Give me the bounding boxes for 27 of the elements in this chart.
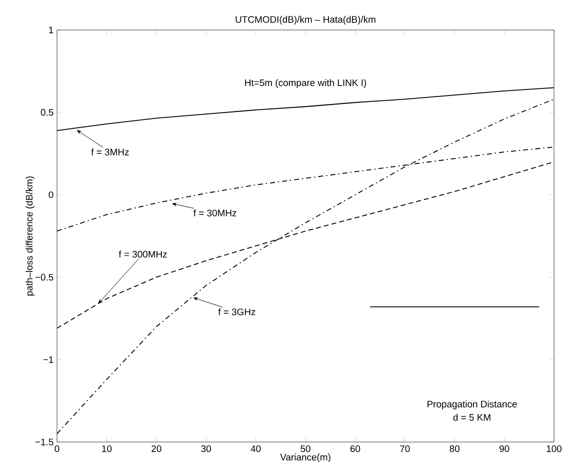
y-tick-label: −1.5 [35,438,54,446]
x-tick-label: 20 [152,445,162,452]
x-tick-label: 100 [546,445,562,452]
y-tick-label: −1 [43,356,54,363]
y-tick-label: 1 [49,26,54,34]
x-tick-label: 80 [450,445,460,452]
x-tick-label: 50 [300,445,310,452]
x-tick-label: 30 [201,445,211,452]
x-tick-label: 10 [102,445,112,452]
y-tick-label: 0 [48,191,54,198]
chart-title: UTCMODI(dB)/km – Hata(dB)/km [236,16,376,25]
annotation: f = 300MHz [118,250,167,258]
x-tick-label: 90 [499,445,510,452]
x-tick-label: 70 [400,445,410,452]
annotation: d = 5 KM [453,414,490,421]
y-axis-title: path–loss difference (dB/km) [26,176,34,296]
annotation: f = 3GHz [218,308,256,316]
x-tick-label: 60 [350,445,360,452]
y-tick-label: −0.5 [35,274,54,281]
x-tick-label: 40 [250,445,261,452]
annotation: f = 30MHz [193,209,236,216]
x-tick-label: 0 [54,445,60,452]
annotation: Ht=5m (compare with LINK I) [245,79,366,88]
y-tick-label: 0.5 [40,109,54,116]
annotation: f = 3MHz [91,148,129,156]
x-axis-title: Variance(m) [280,454,330,462]
annotation: Propagation Distance [428,400,517,410]
